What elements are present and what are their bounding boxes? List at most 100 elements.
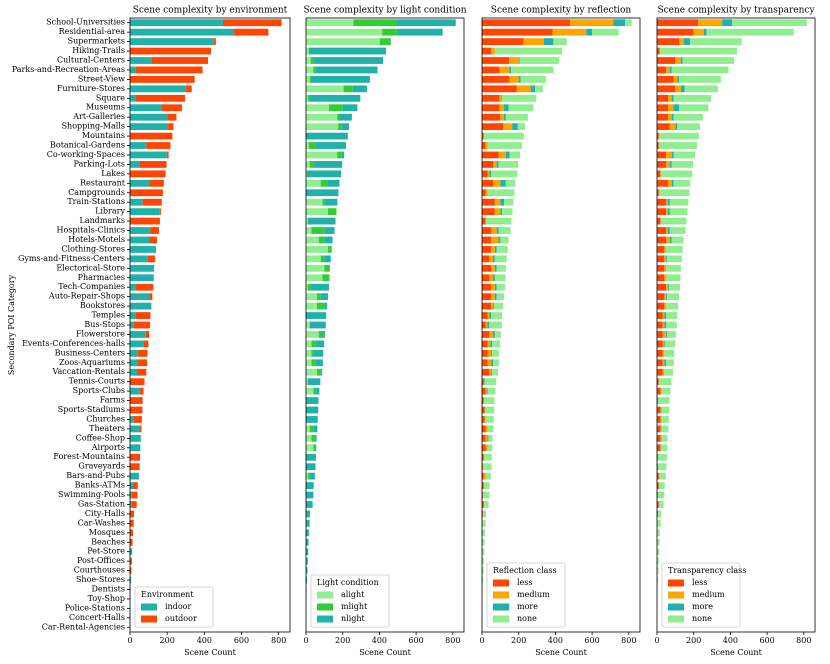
bar-segment [139,161,167,168]
y-tick-label: Electorical-Store [56,263,125,272]
y-tick-label: Pet-Store [87,547,125,556]
y-tick-label: City-Halls [85,509,125,518]
y-tick-label: Botanical-Gardens [50,141,125,150]
bar-segment [657,151,667,159]
y-tick-label: Swimming-Pools [58,490,125,499]
bar-segment [668,227,670,234]
bar-segment [657,208,667,216]
bar-segment [483,482,490,489]
bar-segment [328,104,343,112]
bar-segment [668,94,672,102]
bar-segment [139,387,144,395]
bar-segment [668,104,674,112]
bar-segment [668,113,672,121]
bar-segment [673,113,703,121]
bar-segment [520,75,546,83]
bar-segment [498,236,501,244]
bar-segment [130,557,132,565]
bar-segment [657,293,665,301]
bar-segment [657,349,663,357]
bar-segment [130,529,133,537]
legend-label: medium [692,590,725,599]
bar-segment [664,359,667,367]
legend-swatch [317,603,333,611]
bar-segment [482,302,492,310]
bar-segment [592,28,619,36]
bar-segment [134,416,142,423]
bar-segment [679,104,709,112]
bar-segment [657,189,659,197]
bar-segment [306,444,314,452]
bar-segment [130,444,141,452]
bar-segment [315,359,323,367]
bar-segment [657,198,667,206]
bar-segment [306,132,348,140]
bar-segment [657,142,659,149]
bar-segment [306,217,308,225]
y-tick-label: Cultural-Centers [57,56,125,65]
bar-segment [666,246,683,253]
bar-segment [673,104,680,112]
legend-label: alight [341,590,365,599]
bar-segment [489,331,494,338]
bar-segment [494,264,497,272]
bar-segment [502,94,537,102]
panel: 0 200 400 600 800 Scene Count Scene complexity… [654,6,815,658]
legend-swatch [668,591,684,599]
bar-segment [657,567,659,575]
legend-label: indoor [165,602,191,611]
bar-segment [491,47,495,55]
bar-segment [666,208,669,216]
bar-segment [664,264,667,272]
bar-segment [310,283,329,291]
bar-segment [311,227,325,234]
y-tick-label: Gyms-and-Fitness-Centers [18,254,125,263]
bar-segment [499,94,502,102]
bar-segment [130,19,223,27]
bar-segment [505,151,510,159]
bar-segment [306,123,339,131]
bar-segment [664,255,667,263]
y-tick-label: Parking-Lots [74,159,125,168]
bar-segment [130,425,140,433]
bar-segment [130,66,136,74]
bar-segment [666,66,670,74]
y-tick-label: Graveyards [78,462,125,471]
bar-segment [657,359,663,367]
bar-segment [482,482,484,489]
bar-segment [659,472,666,480]
bar-segment [130,491,132,499]
bar-segment [482,19,571,27]
bar-segment [161,104,183,112]
bar-segment [657,397,658,404]
bar-segment [509,151,521,159]
bar-segment [306,113,338,121]
bar-segment [306,416,318,423]
bar-segment [500,236,509,244]
y-tick-label: Auto-Repair-Shops [48,292,125,301]
bar-segment [149,236,157,244]
bar-segment [328,246,332,253]
bar-segment [664,302,667,310]
bar-segment [530,85,536,93]
bar-segment [487,387,496,395]
bar-segment [311,349,314,357]
bar-segment [657,434,661,442]
bar-segment [306,501,313,508]
bar-segment [320,293,329,301]
bar-segment [680,57,683,64]
bar-segment [130,501,132,508]
bar-segment [315,340,325,348]
bar-segment [352,85,367,93]
bar-segment [658,142,698,149]
bar-segment [504,113,506,121]
bar-segment [485,406,495,414]
y-tick-label: Post-Offices [77,556,125,565]
bar-segment [658,472,660,480]
bar-segment [149,293,153,301]
bar-segment [482,472,484,480]
bar-segment [489,312,492,319]
y-tick-label: Beaches [91,537,125,546]
bar-segment [307,94,310,102]
bar-segment [130,472,139,480]
